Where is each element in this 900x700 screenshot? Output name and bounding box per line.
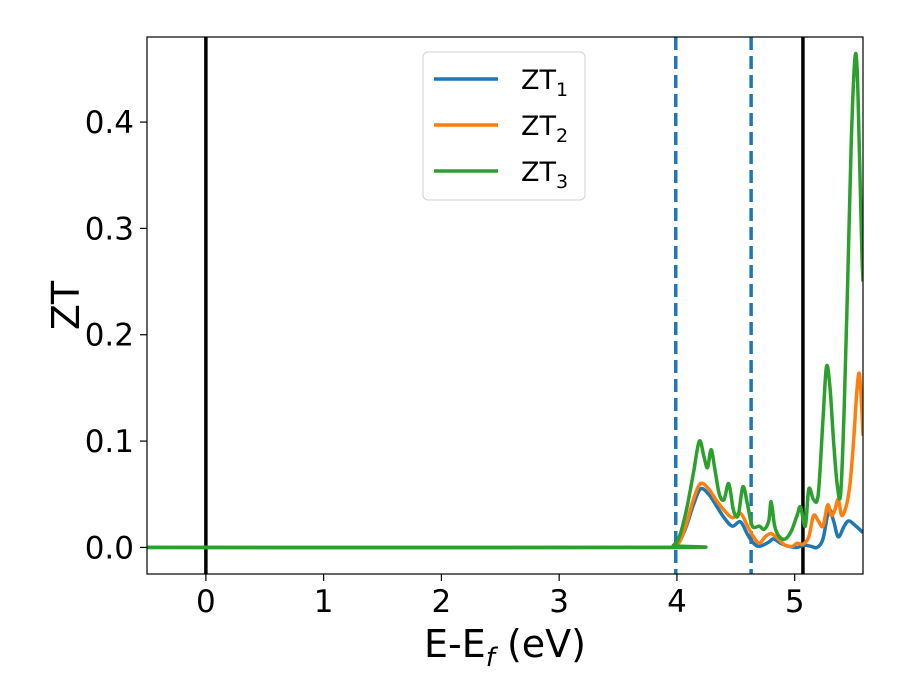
- y-tick-label: 0.2: [85, 318, 134, 354]
- plot-frame: [146, 36, 864, 575]
- x-tick-label: 0: [196, 584, 216, 620]
- y-axis-label: ZT: [44, 280, 88, 330]
- legend-label-ZT3: ZT3: [521, 157, 568, 193]
- x-tick-label: 3: [549, 584, 569, 620]
- x-tick-label: 1: [314, 584, 334, 620]
- legend-box: [422, 51, 586, 201]
- series-layer: [147, 51, 863, 550]
- x-axis-ticks: 0 1 2 3 4 5: [196, 574, 805, 620]
- x-axis-label-tail: (eV): [495, 622, 586, 666]
- y-tick-label: 0.3: [85, 211, 134, 247]
- x-tick-label: 2: [432, 584, 452, 620]
- series-line-ZT2: [147, 371, 863, 550]
- vertical-reference-lines: [204, 37, 805, 574]
- y-tick-label: 0.1: [85, 424, 134, 460]
- y-axis-ticks: 0.0 0.1 0.2 0.3 0.4: [85, 105, 147, 566]
- legend-label-ZT1: ZT1: [521, 65, 568, 101]
- x-tick-label: 5: [785, 584, 805, 620]
- x-axis-label: E-Ef (eV): [424, 622, 586, 673]
- y-tick-label: 0.4: [85, 105, 134, 141]
- y-tick-label: 0.0: [85, 530, 134, 566]
- x-axis-label-main: E-E: [424, 622, 486, 666]
- legend: ZT1 ZT2 ZT3: [422, 51, 586, 201]
- series-line-ZT3: [147, 51, 863, 550]
- legend-label-ZT2: ZT2: [521, 111, 568, 147]
- x-tick-label: 4: [667, 584, 687, 620]
